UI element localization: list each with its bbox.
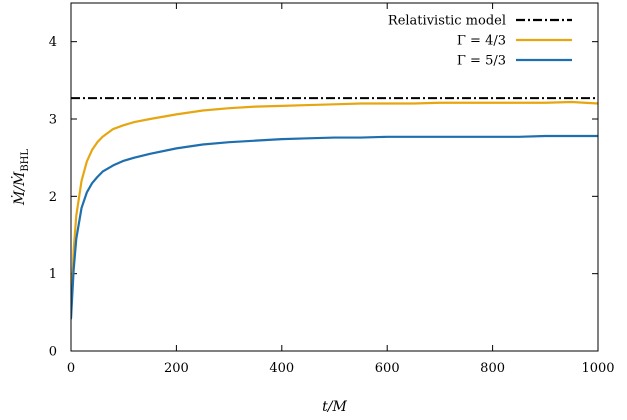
x-tick-label: 600 <box>375 361 400 376</box>
x-tick-label: 1000 <box>581 361 614 376</box>
y-tick-label: 1 <box>49 267 57 282</box>
series-line-2 <box>71 134 598 320</box>
plot-frame <box>70 2 599 352</box>
y-axis-label: Ṁ/ṀBHL <box>10 149 31 206</box>
y-tick-label: 2 <box>49 190 57 205</box>
x-tick-label: 400 <box>269 361 294 376</box>
legend-label: Γ = 5/3 <box>457 54 506 69</box>
y-tick-label: 3 <box>49 113 57 128</box>
x-axis-label: t/M <box>322 399 347 415</box>
series-lines <box>71 97 598 320</box>
legend-label: Γ = 4/3 <box>457 34 506 49</box>
legend-label: Relativistic model <box>388 14 506 29</box>
x-tick-label: 200 <box>164 361 189 376</box>
series-line-1 <box>71 100 598 318</box>
tick-labels: 0 200 400 600 800 1000 0 1 2 3 4 <box>49 35 615 376</box>
x-tick-label: 800 <box>480 361 505 376</box>
legend: Relativistic model Γ = 4/3 Γ = 5/3 <box>388 14 572 69</box>
x-tick-label: 0 <box>67 361 75 376</box>
y-tick-label: 0 <box>49 345 57 360</box>
y-tick-label: 4 <box>49 35 57 50</box>
